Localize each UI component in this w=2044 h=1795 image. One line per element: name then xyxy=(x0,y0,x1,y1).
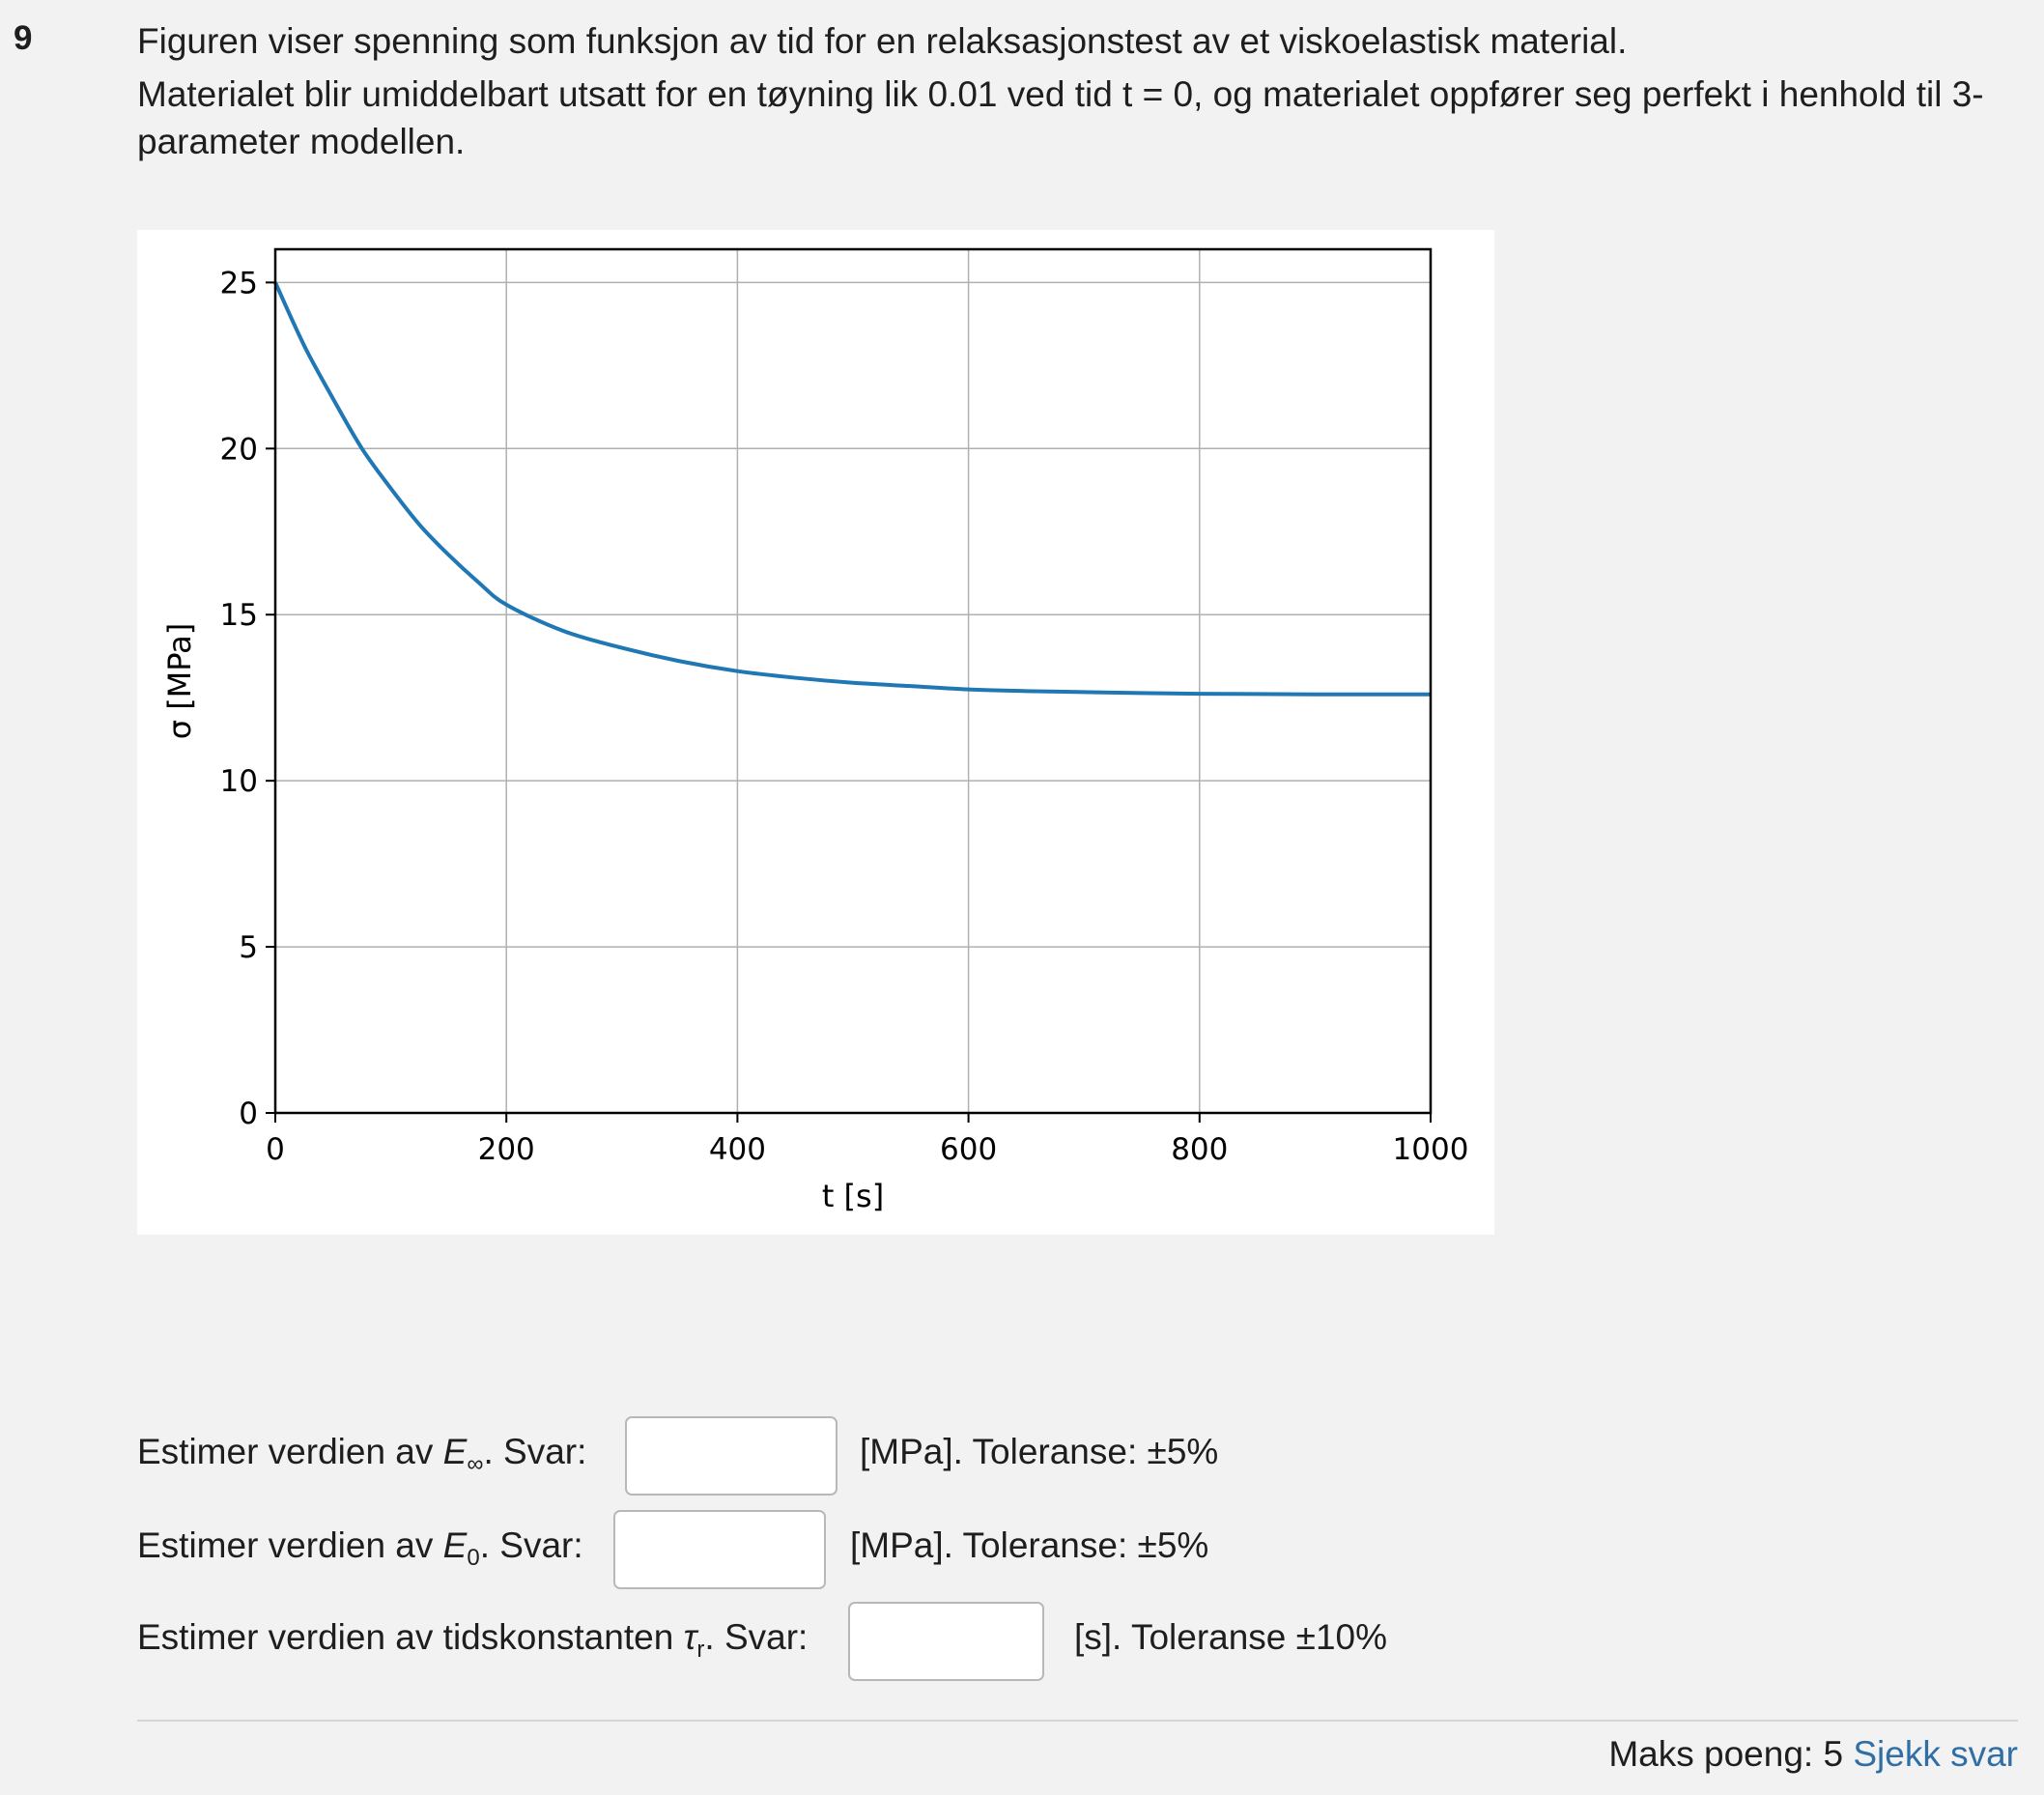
question-line-2: Materialet blir umiddelbart utsatt for e… xyxy=(137,74,1984,161)
e0-unit-tolerance: [MPa]. Toleranse: ±5% xyxy=(850,1525,1209,1565)
x-tick-label: 0 xyxy=(266,1132,285,1167)
row-prefix: Estimer verdien av xyxy=(137,1525,443,1565)
answer-row-e0: Estimer verdien av E0. Svar: xyxy=(137,1525,583,1572)
x-tick-label: 800 xyxy=(1171,1132,1228,1167)
tau-unit-tolerance: [s]. Toleranse ±10% xyxy=(1074,1617,1388,1657)
row-prefix: Estimer verdien av tidskonstanten xyxy=(137,1617,684,1657)
footer-divider xyxy=(137,1720,2018,1722)
e-infinity-answer-input[interactable] xyxy=(625,1416,837,1496)
x-tick-label: 1000 xyxy=(1393,1132,1469,1167)
row-symbol: E xyxy=(442,1432,468,1471)
axis-ticks: 0 200 400 600 800 1000 0 5 10 15 20 25 xyxy=(220,266,1469,1167)
question-line-1: Figuren viser spenning som funksjon av t… xyxy=(137,21,1628,61)
x-tick-label: 400 xyxy=(709,1132,766,1167)
row-subscript: r xyxy=(696,1637,705,1663)
y-tick-label: 0 xyxy=(239,1097,258,1131)
e0-answer-input[interactable] xyxy=(613,1510,826,1589)
check-answer-link[interactable]: Sjekk svar xyxy=(1853,1734,2018,1774)
tau-answer-input[interactable] xyxy=(848,1602,1044,1681)
row-subscript: 0 xyxy=(467,1545,480,1571)
y-tick-label: 25 xyxy=(220,266,258,300)
stress-time-chart: 0 200 400 600 800 1000 0 5 10 15 20 25 t [s] σ [MPa… xyxy=(161,247,1469,1214)
row-prefix: Estimer verdien av xyxy=(137,1432,443,1471)
row-symbol: E xyxy=(442,1525,468,1565)
e-infinity-unit-tolerance: [MPa]. Toleranse: ±5% xyxy=(860,1432,1219,1471)
footer: Maks poeng: 5 Sjekk svar xyxy=(1608,1734,2018,1775)
y-tick-label: 10 xyxy=(220,764,258,799)
row-suffix: . Svar: xyxy=(483,1432,587,1471)
answer-row-tau: Estimer verdien av tidskonstanten τr. Sv… xyxy=(137,1617,808,1664)
y-tick-label: 15 xyxy=(220,598,258,633)
x-tick-label: 600 xyxy=(940,1132,997,1167)
y-axis-label: σ [MPa] xyxy=(161,623,198,740)
stress-relaxation-figure: 0 200 400 600 800 1000 0 5 10 15 20 25 t [s] σ [MPa… xyxy=(137,230,1494,1235)
x-axis-label: t [s] xyxy=(822,1178,884,1214)
x-tick-label: 200 xyxy=(478,1132,535,1167)
row-subscript: ∞ xyxy=(467,1451,484,1477)
answer-row-e-infinity: Estimer verdien av E∞. Svar: xyxy=(137,1432,586,1478)
question-number: 9 xyxy=(14,19,33,57)
stress-curve xyxy=(273,281,1431,697)
max-points: Maks poeng: 5 xyxy=(1608,1734,1844,1774)
plot-frame xyxy=(273,247,1433,1115)
y-tick-label: 5 xyxy=(239,930,258,965)
row-suffix: . Svar: xyxy=(704,1617,809,1657)
row-symbol: τ xyxy=(683,1617,697,1657)
question-text: Figuren viser spenning som funksjon av t… xyxy=(137,17,2030,165)
row-suffix: . Svar: xyxy=(479,1525,583,1565)
y-tick-label: 20 xyxy=(220,432,258,467)
